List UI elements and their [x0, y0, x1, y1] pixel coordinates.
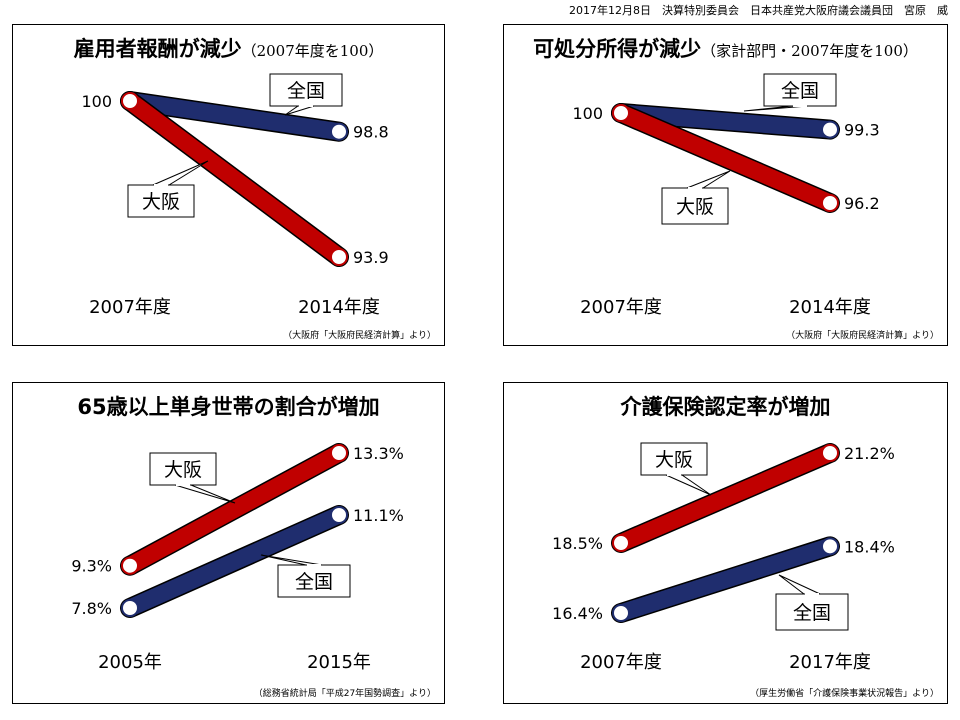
x-tick-label: 2015年 — [307, 652, 371, 673]
chart-title-main: 雇用者報酬が減少 — [73, 37, 242, 61]
data-label: 21.2% — [844, 444, 895, 463]
legend-series-name: 全国 — [295, 571, 333, 593]
legend-callout-box — [269, 73, 343, 107]
series-line — [121, 92, 348, 266]
data-label: 13.3% — [353, 444, 404, 463]
data-label: 18.4% — [844, 537, 895, 556]
series-line — [121, 444, 348, 575]
chart-subtitle: （家計部門・2007年度を100） — [701, 42, 918, 60]
callout-pointer — [152, 160, 209, 186]
data-label: 93.9 — [353, 248, 389, 267]
data-label: 100 — [572, 104, 603, 123]
data-point — [121, 556, 139, 575]
chart-title-main: 可処分所得が減少 — [533, 37, 702, 61]
data-point — [821, 444, 839, 462]
x-tick-label: 2007年度 — [580, 297, 662, 318]
data-label: 98.8 — [353, 123, 389, 142]
data-label: 7.8% — [71, 599, 112, 618]
data-label: 99.3 — [844, 121, 880, 140]
data-point — [612, 534, 630, 552]
chart-title: 65歳以上単身世帯の割合が増加 — [13, 391, 444, 421]
legend-series-name: 大阪 — [164, 459, 202, 481]
callout-pointer — [665, 474, 712, 496]
x-tick-label: 2005年 — [98, 652, 162, 673]
data-point — [612, 604, 630, 622]
legend-callout-box — [763, 73, 837, 107]
x-tick-label: 2014年度 — [298, 297, 380, 318]
callout-pointer — [174, 484, 236, 504]
header-caption: 2017年12月8日 決算特別委員会 日本共産党大阪府議会議員団 宮原 威 — [569, 4, 948, 17]
data-label: 96.2 — [844, 194, 880, 213]
chart-title: 雇用者報酬が減少（2007年度を100） — [13, 33, 444, 63]
legend-series-name: 大阪 — [655, 449, 693, 471]
data-point — [821, 120, 839, 139]
legend-callout-box — [149, 452, 217, 486]
data-point — [612, 104, 630, 122]
data-point — [330, 506, 348, 524]
callout-pointer — [284, 105, 315, 116]
legend-callout-box — [640, 442, 708, 476]
chart-subtitle: （2007年度を100） — [241, 42, 384, 60]
legend-series-name: 大阪 — [676, 196, 714, 218]
legend-series-name: 全国 — [781, 80, 819, 102]
chart-source: （総務省統計局「平成27年国勢調査」より） — [253, 689, 436, 699]
data-label: 100 — [81, 92, 112, 111]
chart-panel-employee-compensation: 雇用者報酬が減少（2007年度を100） 100 98.8 93.9 2007年度 20… — [12, 24, 445, 346]
legend-callout-box — [127, 184, 195, 218]
callout-pointer — [260, 554, 323, 566]
x-tick-label: 2007年度 — [89, 297, 171, 318]
chart-panel-single-elderly-households: 65歳以上単身世帯の割合が増加 9.3% 13.3% 7.8% 11.1% 2005年 2… — [12, 382, 445, 704]
chart-source: （厚生労働省「介護保険事業状況報告」より） — [750, 689, 939, 699]
x-tick-label: 2007年度 — [580, 652, 662, 673]
x-tick-label: 2017年度 — [789, 652, 871, 673]
callout-pointer — [778, 574, 821, 595]
chart-title: 可処分所得が減少（家計部門・2007年度を100） — [504, 33, 947, 63]
data-point — [121, 599, 139, 617]
data-label: 18.5% — [552, 534, 603, 553]
data-point — [821, 537, 839, 556]
series-line — [612, 104, 839, 139]
data-point — [821, 194, 839, 212]
chart-source: （大阪府「大阪府民経済計算」より） — [283, 331, 436, 341]
series-line — [612, 537, 839, 622]
data-point — [330, 248, 348, 266]
chart-panel-care-insurance-rate: 介護保険認定率が増加 18.5% 21.2% 16.4% 18.4% 2007年度 201… — [503, 382, 948, 704]
series-line — [121, 92, 348, 141]
series-line — [612, 104, 839, 212]
chart-title: 介護保険認定率が増加 — [504, 391, 947, 421]
legend-series-name: 大阪 — [142, 191, 180, 213]
x-tick-label: 2014年度 — [789, 297, 871, 318]
legend-callout-box — [277, 564, 351, 598]
data-point — [330, 122, 348, 141]
chart-panel-disposable-income: 可処分所得が減少（家計部門・2007年度を100） 100 99.3 96.2 200… — [503, 24, 948, 346]
series-line — [121, 506, 348, 617]
data-label: 11.1% — [353, 506, 404, 525]
chart-title-main: 65歳以上単身世帯の割合が増加 — [77, 395, 380, 419]
callout-pointer — [686, 170, 731, 189]
data-point — [121, 92, 139, 110]
legend-series-name: 全国 — [287, 80, 325, 102]
data-label: 9.3% — [71, 557, 112, 576]
legend-callout-box — [775, 593, 849, 631]
series-line — [612, 444, 839, 552]
data-point — [330, 444, 348, 462]
data-label: 16.4% — [552, 604, 603, 623]
chart-title-main: 介護保険認定率が増加 — [620, 395, 831, 419]
legend-series-name: 全国 — [793, 602, 831, 624]
chart-source: （大阪府「大阪府民経済計算」より） — [786, 331, 939, 341]
